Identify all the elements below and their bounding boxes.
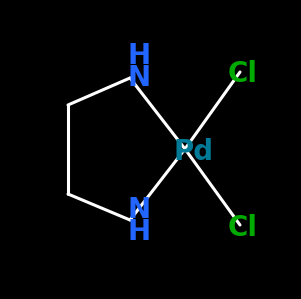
Text: N: N — [127, 196, 150, 224]
Text: Cl: Cl — [228, 60, 258, 88]
Text: H: H — [127, 218, 150, 246]
Text: Pd: Pd — [174, 138, 214, 166]
Text: H: H — [127, 42, 150, 70]
Text: Cl: Cl — [228, 214, 258, 242]
Text: N: N — [127, 64, 150, 92]
